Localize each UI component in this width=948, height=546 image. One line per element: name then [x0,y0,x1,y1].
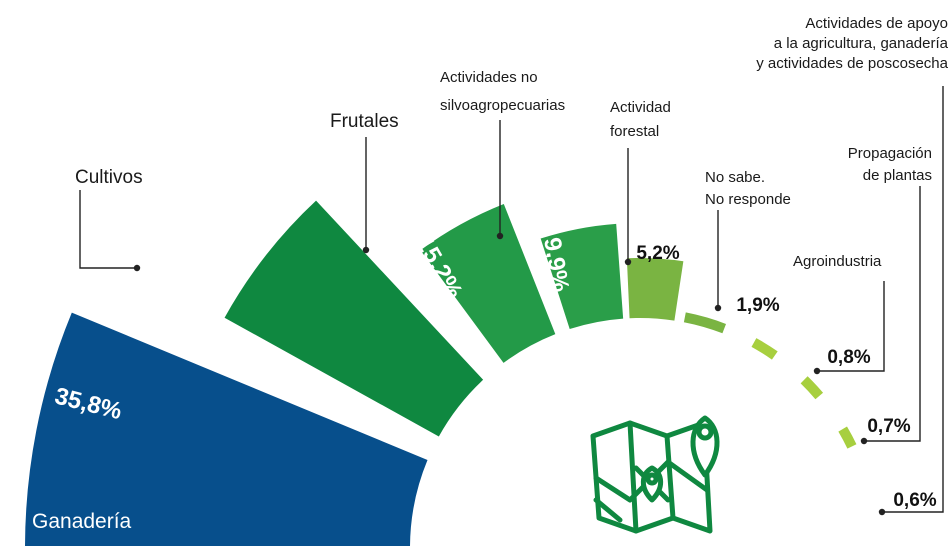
leader-apoyo [882,86,944,513]
category-label-actividades-no-silvoagropecuarias: Actividades no silvoagropecuarias [440,69,565,114]
leader-agroindustria-dot [813,367,821,375]
slice-agroindustria [751,338,778,360]
value-label-actividades-de-apoyo-a-la-agricultura-ganaderia-y-actividades-de-poscosecha: 0,6% [893,490,936,511]
value-label-cultivos: 29,9% [188,215,258,278]
map-location-icon [590,415,720,534]
value-label-agroindustria: 0,8% [827,347,870,368]
leader-agroindustria [817,281,885,372]
leader-frutales-dot [362,246,370,254]
leader-propagacion-dot [860,437,868,445]
leader-cultivos-dot [133,264,141,272]
slice-frutales [420,203,556,363]
category-label-cultivos: Cultivos [75,167,143,188]
leader-lines [79,86,944,516]
category-label-frutales: Frutales [330,111,399,132]
slices [25,200,857,546]
value-label-no-sabe-no-responde: 1,9% [736,295,779,316]
leader-no-silvoagropecuarias-dot [496,232,504,240]
leader-propagacion [864,186,921,442]
leader-cultivos [79,190,137,269]
category-label-propagacion-de-plantas: Propagación de plantas [848,145,932,184]
category-label-actividades-de-apoyo-a-la-agricultura-ganaderia-y-actividades-de-poscosecha: Actividades de apoyo a la agricultura, ga… [756,15,948,72]
category-label-actividad-forestal: Actividad forestal [610,99,671,140]
slice-actividad-forestal [626,258,684,321]
slice-no-sabe-no-responde [683,312,727,334]
category-label-no-sabe-no-responde: No sabe. No responde [705,169,791,208]
slice-cultivos [224,200,484,437]
slice-actividades-no-silvoagropecuarias [540,223,624,330]
slice-propagacion-de-plantas [800,376,824,400]
category-label-ganaderia: Ganadería [32,510,132,533]
slice-ganaderia [25,312,428,546]
value-label-propagacion-de-plantas: 0,7% [867,416,910,437]
category-label-agroindustria: Agroindustria [793,253,882,270]
leader-apoyo-dot [878,508,886,516]
value-label-actividad-forestal: 5,2% [636,243,679,264]
leader-no-sabe-dot [714,304,722,312]
slice-actividades-de-apoyo-a-la-agricultura-ganaderia-y-actividades-de-poscosecha [838,426,857,449]
leader-forestal-dot [624,258,632,266]
